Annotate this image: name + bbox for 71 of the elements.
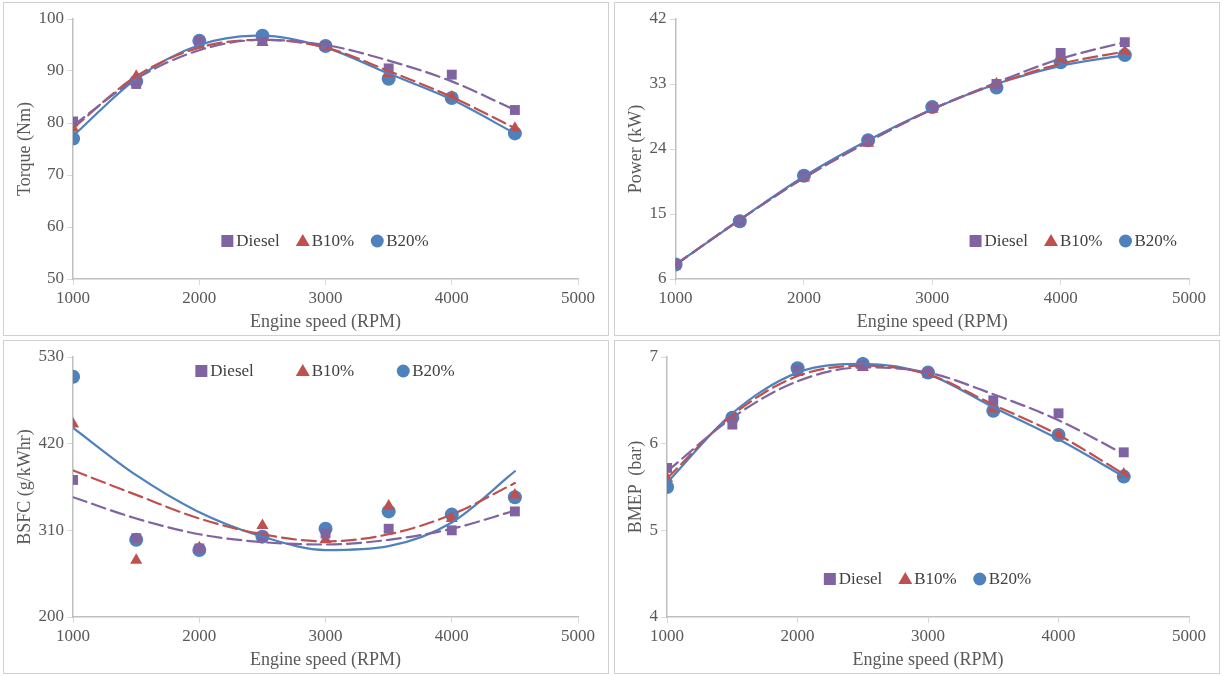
y-tick-label: 70	[47, 164, 65, 184]
x-tick-label: 1000	[650, 625, 685, 645]
y-tick-label: 420	[38, 433, 65, 453]
line-series	[73, 469, 516, 543]
y-tick-label: 310	[38, 519, 65, 539]
point	[256, 518, 269, 530]
y-axis-title: BSFC (g/kWhr)	[13, 429, 35, 545]
legend-label: B20%	[988, 569, 1032, 589]
point	[509, 105, 520, 115]
legend-label: B10%	[311, 361, 355, 381]
x-tick-label: 3000	[308, 287, 343, 307]
x-tick-label: 4000	[434, 287, 469, 307]
point	[320, 528, 331, 539]
y-tick-label: 100	[38, 8, 65, 28]
y-tick-label: 6	[649, 433, 659, 453]
point	[1053, 408, 1064, 419]
y-tick-label: 50	[47, 268, 65, 288]
y-tick-label: 33	[649, 73, 667, 93]
point	[383, 523, 394, 534]
x-axis-title: Engine speed (RPM)	[856, 310, 1008, 332]
x-tick-label: 4000	[1043, 287, 1078, 307]
legend-label: B20%	[412, 361, 455, 381]
y-tick-label: 24	[649, 138, 668, 158]
y-tick-label: 4	[649, 606, 659, 626]
x-tick-label: 3000	[915, 287, 950, 307]
legend-label: Diesel	[838, 569, 883, 589]
y-tick-label: 60	[47, 216, 65, 236]
y-tick-label: 15	[649, 203, 667, 223]
y-axis-title: Power (kW)	[624, 104, 646, 194]
x-tick-label: 5000	[1172, 287, 1206, 307]
x-axis-title: Engine speed (RPM)	[250, 310, 402, 332]
x-tick-label: 2000	[786, 287, 821, 307]
x-tick-label: 4000	[434, 625, 469, 645]
point	[130, 553, 143, 564]
x-tick-label: 4000	[1041, 625, 1076, 645]
y-tick-label: 7	[649, 346, 659, 366]
x-tick-label: 1000	[56, 287, 91, 307]
x-tick-label: 1000	[56, 625, 91, 645]
x-tick-label: 1000	[658, 287, 693, 307]
y-tick-label: 6	[658, 268, 667, 288]
point	[446, 69, 457, 80]
point	[382, 498, 395, 510]
x-axis-title: Engine speed (RPM)	[250, 648, 402, 670]
legend-label: B10%	[914, 569, 957, 589]
x-tick-label: 5000	[561, 625, 595, 645]
y-axis-title: Torque (Nm)	[13, 101, 35, 197]
y-tick-label: 90	[47, 60, 65, 80]
legend-label: B10%	[311, 231, 355, 251]
legend-label: Diesel	[984, 231, 1029, 251]
legend-label: Diesel	[210, 361, 255, 381]
legend-label: B20%	[386, 231, 429, 251]
x-axis-title: Engine speed (RPM)	[852, 648, 1004, 670]
x-tick-label: 5000	[561, 287, 595, 307]
y-tick-label: 80	[47, 112, 65, 132]
point	[727, 419, 738, 430]
x-tick-label: 3000	[911, 625, 946, 645]
y-tick-label: 42	[649, 8, 667, 28]
point	[1055, 48, 1066, 58]
point	[508, 487, 521, 499]
legend-label: B10%	[1060, 231, 1103, 251]
legend-label: Diesel	[236, 231, 281, 251]
x-tick-label: 2000	[182, 625, 217, 645]
y-axis-title: BMEP (bar)	[624, 440, 646, 534]
y-tick-label: 200	[38, 606, 65, 626]
x-tick-label: 2000	[182, 287, 217, 307]
x-tick-label: 5000	[1172, 625, 1206, 645]
y-tick-label: 5	[649, 519, 659, 539]
y-tick-label: 530	[38, 346, 65, 366]
x-tick-label: 2000	[780, 625, 815, 645]
x-tick-label: 3000	[308, 625, 343, 645]
legend-label: B20%	[1134, 231, 1177, 251]
